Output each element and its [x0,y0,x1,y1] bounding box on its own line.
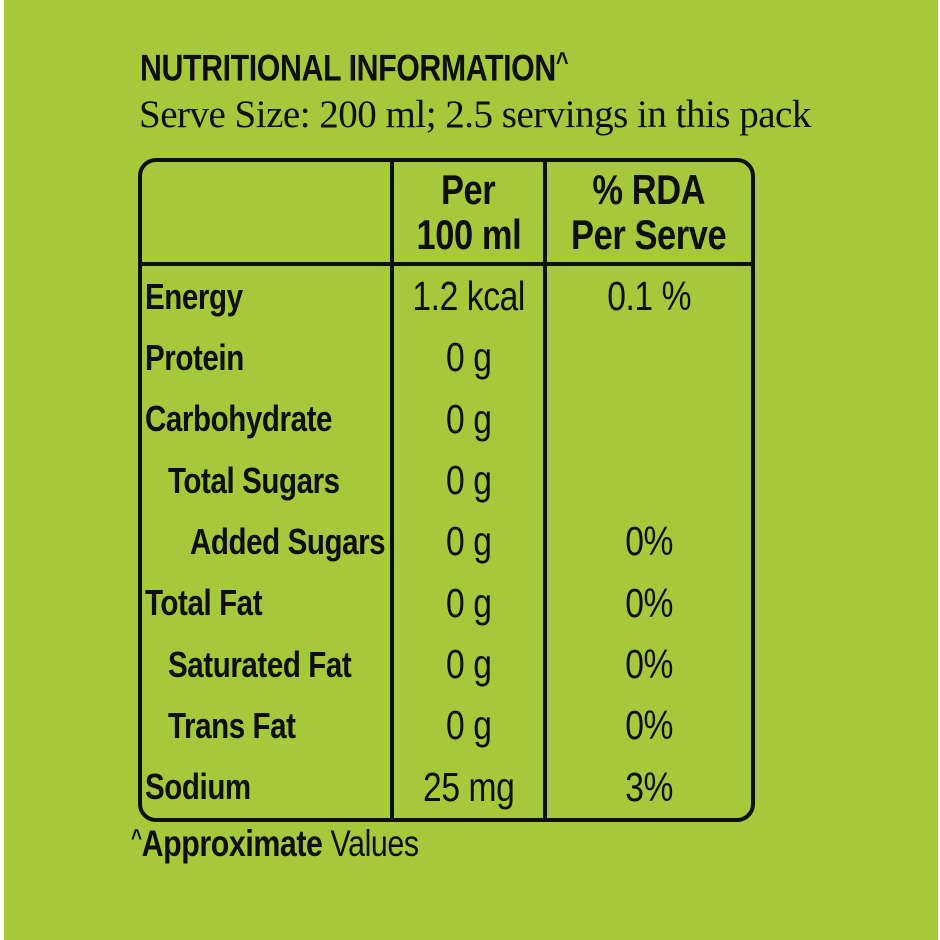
row-value-rda-per-serve: 0% [543,633,751,696]
row-value-per-100ml-text: 0 g [445,641,492,688]
row-label-text: Energy [145,275,243,317]
row-value-per-100ml-text: 25 mg [422,763,515,810]
row-value-per-100ml: 0 g [390,511,543,573]
nutrition-title: NUTRITIONAL INFORMATION^ [140,47,662,89]
header-rda-per-serve: % RDA Per Serve [543,162,751,266]
row-value-per-100ml: 0 g [390,327,543,389]
row-value-per-100ml-text: 0 g [445,457,492,504]
row-value-per-100ml: 0 g [390,633,543,696]
row-value-per-100ml: 25 mg [390,756,543,818]
row-value-per-100ml-text: 1.2 kcal [412,273,525,320]
header-per-line1: Per [441,165,496,213]
row-value-per-100ml-text: 0 g [445,702,492,749]
row-value-per-100ml: 0 g [390,449,543,512]
row-value-per-100ml: 0 g [390,388,543,450]
row-value-rda-per-serve: 0% [543,572,751,634]
row-value-per-100ml-text: 0 g [445,334,492,381]
row-label-text: Carbohydrate [145,398,333,440]
row-label: Total Fat [142,573,390,634]
row-label-text: Saturated Fat [168,643,352,685]
row-label: Protein [142,327,390,388]
row-label: Energy [142,266,390,327]
header-label-col [142,162,390,266]
pack-background [4,0,938,940]
row-value-rda-per-serve-text: 0% [625,641,673,688]
row-value-rda-per-serve [543,388,751,450]
row-value-rda-per-serve [543,327,751,389]
row-value-per-100ml: 1.2 kcal [390,266,543,328]
header-rda-line2: Per Serve [571,211,727,258]
row-value-rda-per-serve-text: 0.1 % [607,273,691,320]
row-value-rda-per-serve-text: 3% [625,763,673,810]
row-label-text: Total Sugars [168,459,340,501]
row-value-per-100ml-text: 0 g [445,395,492,442]
header-per-100ml: Per 100 ml [390,162,543,266]
row-value-rda-per-serve [543,449,751,512]
row-value-rda-per-serve-text: 0% [625,702,673,749]
header-rda-line1: % RDA [592,165,706,213]
footnote-marker: ^ [131,824,142,851]
row-label: Total Sugars [142,450,390,511]
row-value-rda-per-serve: 3% [543,756,751,818]
approximate-values-footnote: ^Approximate Values [131,823,482,865]
row-value-rda-per-serve: 0.1 % [543,266,751,328]
row-value-rda-per-serve: 0% [543,695,751,757]
row-label-text: Protein [145,336,244,378]
row-value-per-100ml-text: 0 g [445,518,492,565]
row-label: Trans Fat [142,695,390,756]
row-value-rda-per-serve-text: 0% [625,579,673,626]
row-label: Carbohydrate [142,389,390,450]
row-value-per-100ml: 0 g [390,695,543,757]
row-value-rda-per-serve: 0% [543,511,751,573]
nutrition-table: Per 100 ml % RDA Per Serve Energy 1.2 kca… [138,158,755,822]
header-per-line2: 100 ml [416,211,521,258]
row-label: Sodium [142,757,390,818]
footnote-bold-text: Approximate [141,823,323,864]
footnote-regular-text: Values [322,823,419,864]
serve-size-line: Serve Size: 200 ml; 2.5 servings in this… [139,93,811,136]
title-superscript-marker: ^ [555,47,569,77]
row-value-per-100ml-text: 0 g [445,579,492,626]
row-label-text: Trans Fat [168,704,296,746]
row-label-text: Total Fat [145,582,263,624]
row-value-rda-per-serve-text: 0% [625,518,673,565]
row-label: Added Sugars [142,511,390,572]
row-value-per-100ml: 0 g [390,572,543,634]
nutrition-title-text: NUTRITIONAL INFORMATION [140,47,556,89]
row-label-text: Added Sugars [190,520,386,562]
row-label: Saturated Fat [142,634,390,695]
row-label-text: Sodium [145,766,251,808]
